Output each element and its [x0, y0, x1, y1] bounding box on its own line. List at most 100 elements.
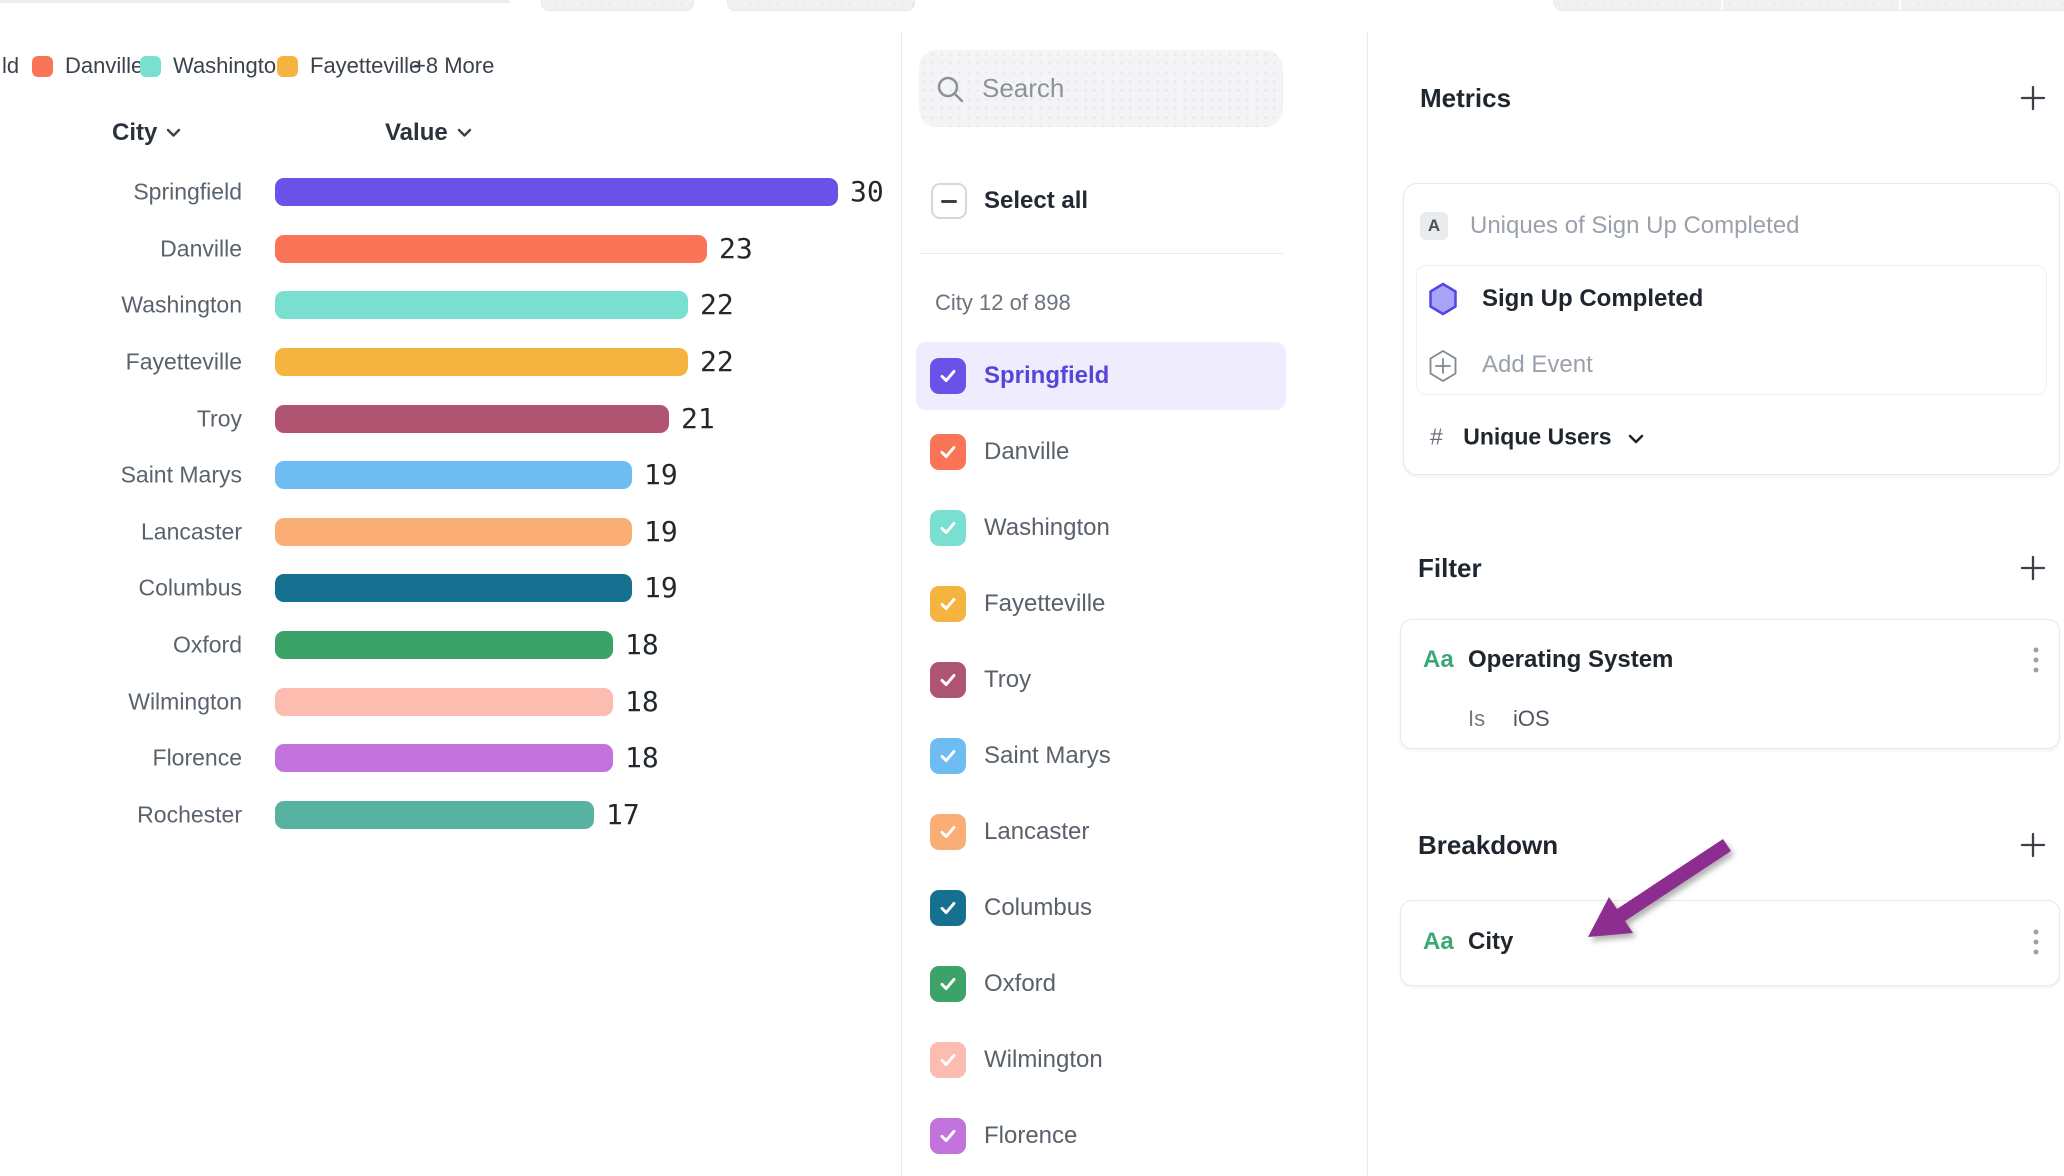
- metric-summary-text[interactable]: Uniques of Sign Up Completed: [1470, 212, 1800, 239]
- bar-category-label: Lancaster: [140, 518, 242, 545]
- bar-category-label: Oxford: [172, 631, 242, 658]
- bar-category-label: Saint Marys: [120, 461, 242, 488]
- legend-swatch: [140, 55, 161, 77]
- legend-item[interactable]: Fayetteville: [277, 53, 421, 79]
- city-list-item[interactable]: Springfield: [984, 362, 1110, 389]
- legend-label: ld: [2, 53, 20, 78]
- city-checkbox[interactable]: [930, 738, 966, 774]
- legend-item[interactable]: Danville: [32, 53, 143, 79]
- bar: [275, 688, 613, 716]
- bar: [275, 348, 688, 376]
- tab-sliver[interactable]: [727, 0, 915, 11]
- bar: [275, 574, 632, 602]
- measure-selector[interactable]: # Unique Users: [1430, 425, 1644, 449]
- bar: [275, 518, 632, 546]
- event-hexagon-icon: [1429, 282, 1457, 316]
- bar: [275, 744, 613, 772]
- legend-label: Washington: [173, 53, 289, 78]
- search-icon: [937, 76, 964, 102]
- bar-category-label: Fayetteville: [125, 348, 242, 375]
- bar-value-label: 19: [644, 515, 678, 548]
- check-icon: [940, 369, 956, 383]
- bar: [275, 235, 707, 263]
- legend-item[interactable]: Washington: [140, 53, 288, 79]
- top-border: [0, 0, 510, 3]
- city-list-item[interactable]: Washington: [984, 514, 1110, 541]
- legend-more-label: +8 More: [413, 53, 495, 78]
- filter-value[interactable]: iOS: [1513, 706, 1550, 731]
- bar-value-label: 30: [850, 175, 884, 208]
- bar-category-label: Columbus: [138, 574, 242, 601]
- legend-label: Danville: [65, 53, 144, 78]
- city-checkbox[interactable]: [930, 358, 966, 394]
- chevron-down-icon: [167, 128, 181, 137]
- city-list-item[interactable]: Troy: [984, 666, 1032, 693]
- breakdown-section-title: Breakdown: [1418, 830, 1559, 860]
- city-list-item[interactable]: Lancaster: [984, 818, 1090, 845]
- legend-swatch: [32, 55, 53, 77]
- breakdown-kebab-menu[interactable]: [2028, 924, 2045, 961]
- check-icon: [940, 597, 956, 611]
- check-icon: [940, 1053, 956, 1067]
- column-header-value[interactable]: Value: [385, 121, 472, 145]
- filter-property-name[interactable]: Operating System: [1468, 646, 1674, 673]
- bar-value-label: 18: [625, 685, 659, 718]
- tab-divider: [1721, 0, 1723, 10]
- city-list-item[interactable]: Florence: [984, 1122, 1078, 1149]
- event-card: [1416, 265, 2047, 395]
- filter-card: [1400, 619, 2060, 749]
- city-checkbox[interactable]: [930, 1042, 966, 1078]
- city-checkbox[interactable]: [930, 510, 966, 546]
- bar-value-label: 17: [606, 798, 640, 831]
- bar: [275, 461, 632, 489]
- city-checkbox[interactable]: [930, 890, 966, 926]
- list-divider: [919, 253, 1283, 254]
- city-checkbox[interactable]: [930, 662, 966, 698]
- add-filter-button[interactable]: [2018, 553, 2048, 583]
- city-list-item[interactable]: Columbus: [984, 894, 1093, 921]
- select-all-checkbox[interactable]: [931, 183, 967, 219]
- bar-category-label: Washington: [121, 291, 242, 318]
- bar: [275, 178, 838, 206]
- check-icon: [940, 977, 956, 991]
- city-checkbox[interactable]: [930, 966, 966, 1002]
- city-list-item[interactable]: Oxford: [984, 970, 1057, 997]
- search-placeholder: Search: [982, 73, 1065, 103]
- bar: [275, 631, 613, 659]
- tab-strip[interactable]: [1553, 0, 2064, 11]
- bar-value-label: 22: [700, 345, 734, 378]
- filter-kebab-menu[interactable]: [2028, 642, 2045, 679]
- select-all-label: Select all: [984, 187, 1089, 214]
- city-list-item[interactable]: Fayetteville: [984, 590, 1106, 617]
- filter-operator[interactable]: Is: [1468, 706, 1486, 731]
- add-metric-button[interactable]: [2018, 83, 2048, 113]
- city-list-item[interactable]: Wilmington: [984, 1046, 1103, 1073]
- indeterminate-minus-icon: [941, 199, 957, 203]
- city-checkbox[interactable]: [930, 434, 966, 470]
- search-input[interactable]: Search: [919, 50, 1283, 127]
- bar-value-label: 21: [681, 402, 715, 435]
- bar-category-label: Danville: [160, 235, 242, 262]
- event-name[interactable]: Sign Up Completed: [1482, 285, 1704, 312]
- city-count-label: City 12 of 898: [935, 290, 1071, 315]
- column-header-city[interactable]: City: [112, 121, 181, 145]
- tab-sliver[interactable]: [541, 0, 694, 11]
- panel-divider: [1367, 32, 1368, 1176]
- add-breakdown-button[interactable]: [2018, 830, 2048, 860]
- bar-category-label: Troy: [196, 405, 242, 432]
- city-checkbox[interactable]: [930, 586, 966, 622]
- add-event-icon[interactable]: [1428, 349, 1458, 383]
- city-checkbox[interactable]: [930, 1118, 966, 1154]
- city-list-item[interactable]: Saint Marys: [984, 742, 1111, 769]
- city-list-item[interactable]: Danville: [984, 438, 1070, 465]
- bar-category-label: Rochester: [137, 801, 242, 828]
- legend-more-button[interactable]: +8 More: [413, 53, 494, 79]
- check-icon: [940, 673, 956, 687]
- panel-divider: [901, 32, 902, 1176]
- check-icon: [940, 749, 956, 763]
- add-event-label[interactable]: Add Event: [1482, 351, 1593, 378]
- city-checkbox[interactable]: [930, 814, 966, 850]
- breakdown-property-name[interactable]: City: [1468, 928, 1514, 955]
- bar-value-label: 18: [625, 741, 659, 774]
- legend-item[interactable]: ld: [2, 53, 19, 79]
